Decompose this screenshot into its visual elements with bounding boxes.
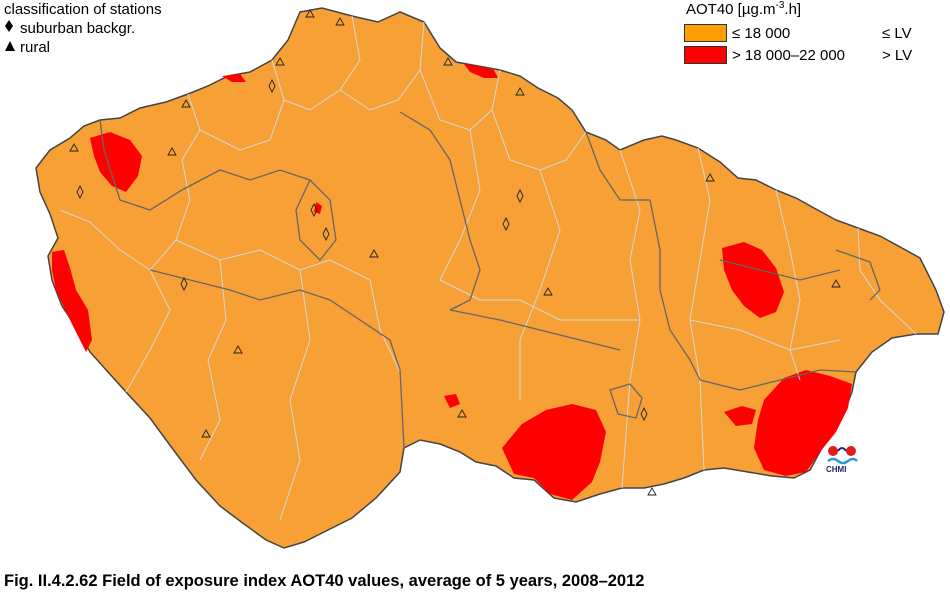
legend-swatch-low (684, 24, 727, 42)
legend-item-rural: rural (4, 38, 162, 57)
stations-suburban (76, 78, 648, 422)
station-legend: classification of stations suburban back… (4, 0, 162, 57)
station-rural (457, 409, 467, 418)
exceedance-zones (52, 64, 852, 500)
aot40-legend-title: AOT40 [µg.m-3.h] (686, 0, 802, 18)
chmi-logo: CHMI (824, 443, 860, 479)
station-suburban (76, 184, 84, 200)
stations-rural (69, 9, 841, 496)
station-rural (167, 147, 177, 156)
diamond-icon (4, 19, 20, 38)
figure-caption: Fig. II.4.2.62 Field of exposure index A… (4, 572, 645, 590)
legend-lv-high: > LV (882, 46, 913, 64)
station-suburban (322, 226, 330, 242)
station-rural (831, 279, 841, 288)
station-rural (543, 287, 553, 296)
station-suburban (640, 406, 648, 422)
station-legend-title: classification of stations (4, 1, 162, 18)
station-rural (705, 173, 715, 182)
station-rural (515, 87, 525, 96)
station-rural (335, 17, 345, 26)
station-suburban (268, 78, 276, 94)
station-rural (181, 99, 191, 108)
station-suburban (502, 216, 510, 232)
legend-lv-low: ≤ LV (882, 24, 912, 42)
legend-label-low: ≤ 18 000 (732, 24, 791, 42)
station-suburban (180, 276, 188, 292)
legend-label-rural: rural (20, 39, 51, 56)
station-rural (233, 345, 243, 354)
legend-label-suburban: suburban backgr. (20, 20, 136, 37)
triangle-icon (4, 38, 20, 57)
station-rural (69, 143, 79, 152)
station-suburban (310, 202, 318, 218)
legend-item-suburban: suburban backgr. (4, 19, 162, 38)
legend-item-high: > 18 000–22 000 > LV (684, 44, 912, 66)
station-rural (201, 429, 211, 438)
aot40-legend: AOT40 [µg.m-3.h] ≤ 18 000 ≤ LV > 18 000–… (684, 0, 912, 66)
station-rural (305, 9, 315, 18)
legend-item-low: ≤ 18 000 ≤ LV (684, 22, 912, 44)
district-borders (59, 15, 917, 521)
station-rural (443, 57, 453, 66)
station-rural (369, 249, 379, 258)
legend-swatch-high (684, 46, 727, 64)
station-rural (647, 487, 657, 496)
logo-text: CHMI (826, 465, 847, 474)
aot40-map (35, 7, 945, 549)
station-suburban (516, 188, 524, 204)
region-borders (99, 111, 881, 449)
country-area (35, 7, 945, 549)
legend-label-high: > 18 000–22 000 (732, 46, 846, 64)
station-rural (275, 57, 285, 66)
